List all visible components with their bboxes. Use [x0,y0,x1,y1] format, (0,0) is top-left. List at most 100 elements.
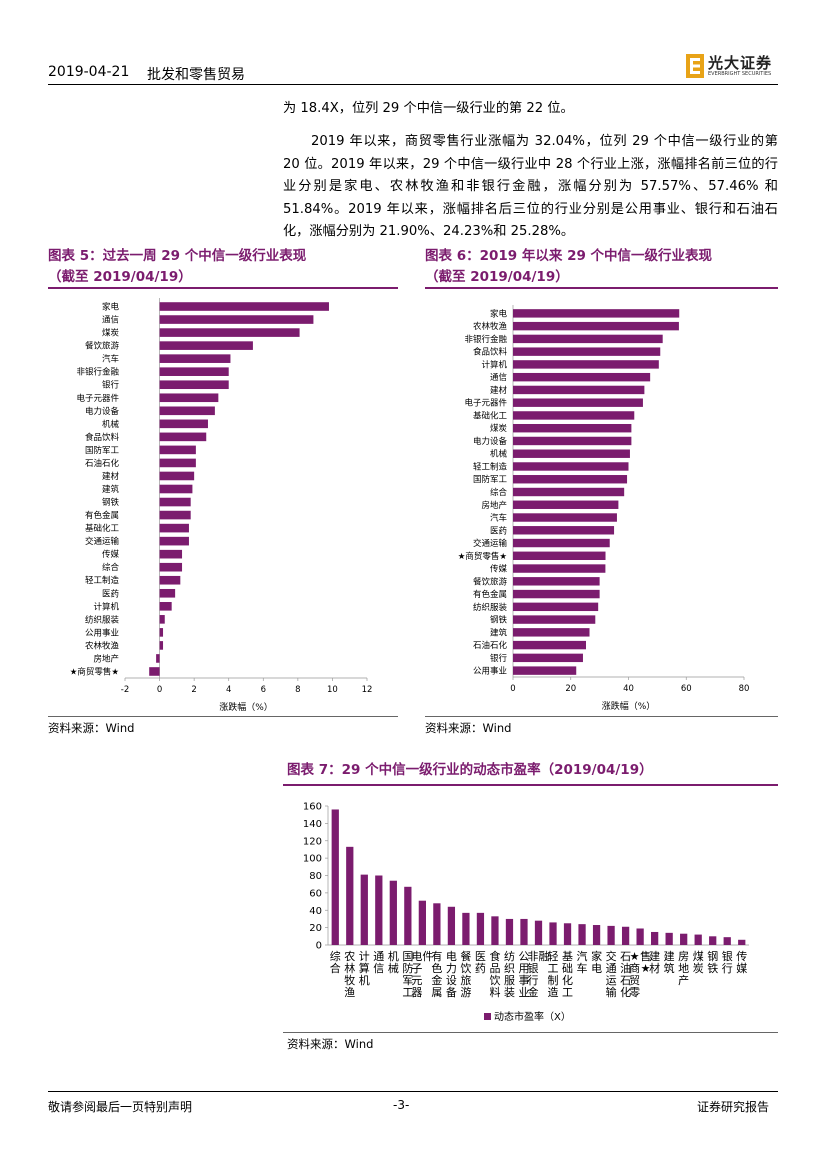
bar [156,654,160,663]
category-label: 煤炭 [490,423,508,434]
header-rule [48,84,778,85]
bar [159,354,231,363]
bar [513,615,596,624]
x-tick-label: -2 [121,685,129,695]
fig5-chart: 家电通信煤炭餐饮旅游汽车非银行金融银行电子元器件电力设备机械食品饮料国防军工石油… [70,298,373,713]
fig7-title: 图表 7：29 个中信一级行业的动态市盈率（2019/04/19） [287,762,653,778]
bar [680,933,688,945]
category-label: 电子元器件 [411,950,433,999]
category-label: 房地产 [481,500,507,511]
category-label: 农林牧渔 [344,949,355,999]
bar [159,471,195,481]
category-label: 农林牧渔 [473,321,508,332]
category-label: 建材 [649,949,660,975]
category-label: 银行 [722,949,733,975]
category-label: 餐饮旅游 [460,949,471,999]
bar [389,880,397,945]
category-label: 计算机 [359,950,370,987]
category-label: 家电 [102,302,120,313]
category-label: 汽车 [102,354,119,365]
bar [513,475,628,484]
fig6-title: 图表 6：2019 年以来 29 个中信一级行业表现 （截至 2019/04/1… [425,246,785,288]
category-label: 纺织服装 [85,614,120,625]
footer-rule [48,1091,778,1092]
bar [513,462,629,471]
category-label: 房地产 [678,950,689,987]
category-label: 综合 [490,487,508,498]
category-label: 机械 [490,449,508,460]
bar [159,588,176,598]
bar [505,918,514,945]
category-label: 交通运输 [606,949,617,999]
bar [513,347,661,356]
body-paragraph-2: 2019 年以来，商贸零售行业涨幅为 32.04%，位列 29 个中信一级行业的… [283,134,778,239]
category-label: 非银行金融 [464,334,507,345]
fig6-title-line2: （截至 2019/04/19） [425,269,569,285]
category-label: 交通运输 [85,536,120,547]
footer-disclaimer: 敬请参阅最后一页特别声明 [48,1100,193,1114]
category-label: 传媒 [490,564,508,575]
everbright-logo: 光大证券 EVERBRIGHT SECURITIES [686,52,778,82]
category-label: 医药 [490,525,507,536]
legend-swatch [484,1013,491,1020]
category-label: 计算机 [93,601,119,612]
x-tick-label: 40 [623,684,634,694]
category-label: 建材 [490,385,508,396]
category-label: 银行 [102,380,120,391]
y-tick-label: 40 [309,906,322,917]
y-tick-label: 140 [303,819,322,830]
y-tick-label: 80 [309,871,322,882]
bar [513,398,643,407]
bar [404,886,412,945]
category-label: 国防军工 [85,445,120,456]
category-label: ★商贸零售★ [458,551,508,562]
category-label: 房地产 [93,653,119,664]
bar [513,423,632,433]
category-label: 电力设备 [446,950,457,999]
fig7-chart: 0 20 40 60 80 100 120 140 160 综合农林牧渔计算机通信机械国防军工电子… [303,802,749,1023]
x-tick-label: 12 [362,685,373,695]
bar [513,372,651,382]
bar [159,602,172,611]
bar [563,923,572,945]
bar [159,484,193,494]
bar [159,445,196,455]
x-axis-title: 涨跌幅（%） [602,700,656,712]
bar [513,628,590,637]
fig5-title: 图表 5：过去一周 29 个中信一级行业表现 （截至 2019/04/19） [48,246,408,288]
bar [159,393,219,403]
category-label: 国防军工 [473,474,508,485]
bar [513,526,615,535]
category-label: 钢铁 [102,497,120,508]
category-label: 综合 [102,562,120,573]
category-label: 通信 [373,950,384,975]
category-label: 传媒 [736,950,747,975]
bar [513,321,679,331]
logo-text-en: EVERBRIGHT SECURITIES [708,71,772,77]
bar [513,577,600,586]
category-label: 有色金属 [473,589,507,600]
fig6-chart: 家电农林牧渔非银行金融食品饮料计算机通信建材电子元器件基础化工煤炭电力设备机械轻… [458,305,749,712]
bar [513,411,635,420]
category-label: 汽车 [490,513,507,524]
x-tick-label: 0 [157,685,162,695]
category-label: 通信 [490,372,508,383]
bar [513,334,663,344]
fig7-source: 资料来源：Wind [287,1037,374,1051]
category-label: 食品饮料 [489,949,500,999]
bar [360,874,368,945]
bar [651,931,659,945]
category-label: 公用事业 [473,666,507,677]
bar [636,928,644,945]
y-tick-label: 160 [303,802,322,813]
category-label: 非银行金融 [76,367,119,378]
bar [447,906,456,945]
bar [159,328,300,337]
fig5-title-rule [48,287,398,289]
fig5-title-line1: 图表 5：过去一周 29 个中信一级行业表现 [48,248,307,264]
bar [513,564,606,573]
category-label: 石油石化 [620,950,631,999]
category-label: 汽车 [577,949,588,975]
bar [159,562,183,572]
y-tick-label: 120 [303,836,322,847]
